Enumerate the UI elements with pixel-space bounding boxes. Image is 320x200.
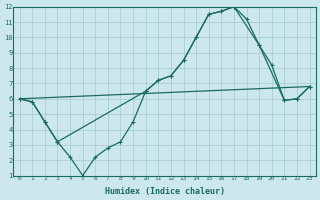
- X-axis label: Humidex (Indice chaleur): Humidex (Indice chaleur): [105, 187, 225, 196]
